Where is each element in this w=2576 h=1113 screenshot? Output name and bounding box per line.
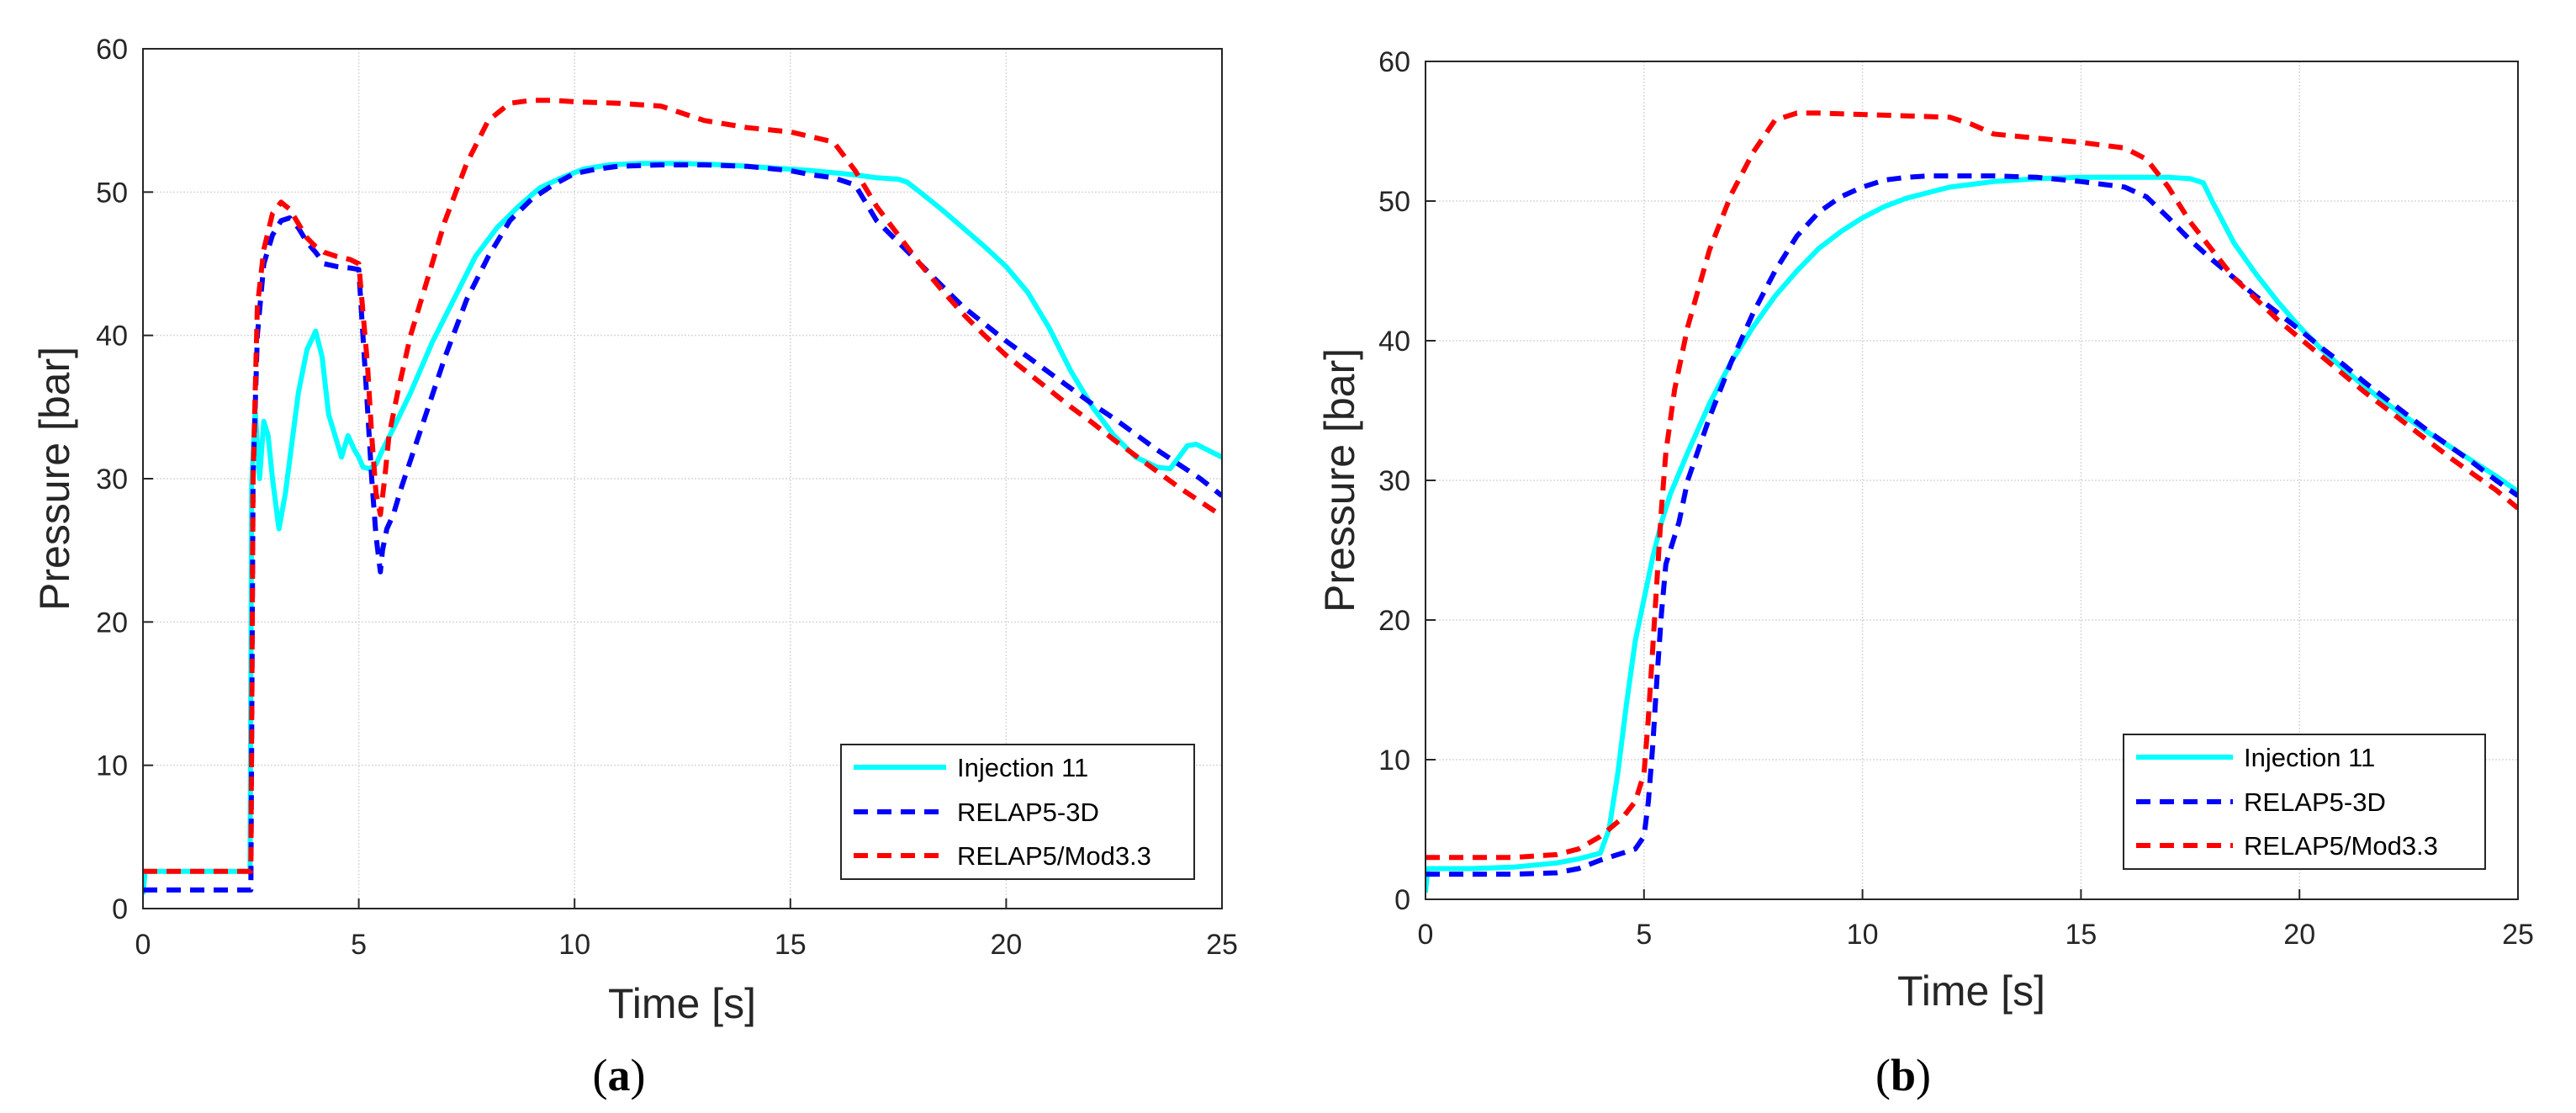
series-lines xyxy=(143,98,1222,895)
series-relap5-mod33 xyxy=(1426,110,2518,861)
series-relap5-3d xyxy=(1426,173,2518,877)
y-axis-label: Pressure [bar] xyxy=(1316,348,1363,612)
y-tick-label: 10 xyxy=(1378,745,1410,776)
series-relap5-3d xyxy=(143,162,1222,893)
y-tick-label: 50 xyxy=(96,177,128,209)
legend-label-relap5-mod33: RELAP5/Mod3.3 xyxy=(2244,831,2438,861)
panel-label-close: ) xyxy=(1916,1050,1931,1100)
panel-label-letter: a xyxy=(608,1050,631,1100)
chart-panel-a: 0 5 10 15 20 25 0 10 20 30 40 50 60 Time… xyxy=(31,34,1238,1100)
legend: Injection 11 RELAP5-3D RELAP5/Mod3.3 xyxy=(840,744,1195,880)
x-tick-label: 20 xyxy=(2283,919,2315,951)
x-tick-label: 10 xyxy=(1847,919,1879,951)
panel-label-close: ) xyxy=(631,1050,646,1100)
legend-label-injection: Injection 11 xyxy=(957,753,1088,782)
y-tick-label: 20 xyxy=(1378,605,1410,637)
y-tick-label: 50 xyxy=(1378,186,1410,218)
legend: Injection 11 RELAP5-3D RELAP5/Mod3.3 xyxy=(2123,734,2486,870)
chart-panel-b: 0 5 10 15 20 25 0 10 20 30 40 50 60 Time… xyxy=(1316,46,2534,1100)
y-tick-label: 0 xyxy=(1394,884,1410,916)
panel-label-b: (b) xyxy=(1875,1050,1931,1100)
x-tick-label: 15 xyxy=(2065,919,2097,951)
tick-marks xyxy=(1425,61,2519,900)
x-tick-label: 0 xyxy=(1418,919,1434,951)
x-tick-label: 5 xyxy=(351,929,367,961)
y-tick-label: 0 xyxy=(112,893,128,925)
x-tick-label: 25 xyxy=(2502,919,2534,951)
y-tick-label: 30 xyxy=(1378,465,1410,497)
x-tick-label: 10 xyxy=(558,929,590,961)
series-lines xyxy=(1426,110,2518,893)
x-tick-label: 0 xyxy=(135,929,151,961)
series-injection-11 xyxy=(1426,174,2518,893)
legend-label-relap5-3d: RELAP5-3D xyxy=(957,798,1099,827)
panel-label-a: (a) xyxy=(593,1050,646,1100)
y-tick-label: 60 xyxy=(96,34,128,66)
y-tick-label: 40 xyxy=(1378,326,1410,358)
y-tick-label: 10 xyxy=(96,750,128,782)
x-tick-label: 25 xyxy=(1206,929,1238,961)
series-injection-11 xyxy=(143,161,1222,895)
legend-label-relap5-mod33: RELAP5/Mod3.3 xyxy=(957,841,1151,871)
y-tick-label: 30 xyxy=(96,464,128,496)
legend-label-injection: Injection 11 xyxy=(2244,743,2375,772)
series-relap5-mod33 xyxy=(143,98,1222,874)
y-tick-label: 20 xyxy=(96,607,128,639)
panel-label-letter: b xyxy=(1891,1050,1916,1100)
x-tick-label: 15 xyxy=(775,929,807,961)
x-axis-label: Time [s] xyxy=(1897,967,2045,1015)
y-axis-label: Pressure [bar] xyxy=(31,347,78,611)
y-tick-label: 40 xyxy=(96,321,128,352)
x-axis-label: Time [s] xyxy=(608,980,756,1027)
y-tick-label: 60 xyxy=(1378,46,1410,78)
legend-label-relap5-3d: RELAP5-3D xyxy=(2244,787,2386,817)
tick-marks xyxy=(142,48,1223,909)
x-tick-label: 20 xyxy=(990,929,1022,961)
panel-label-open: ( xyxy=(593,1050,608,1100)
panel-label-open: ( xyxy=(1875,1050,1891,1100)
x-tick-label: 5 xyxy=(1636,919,1652,951)
